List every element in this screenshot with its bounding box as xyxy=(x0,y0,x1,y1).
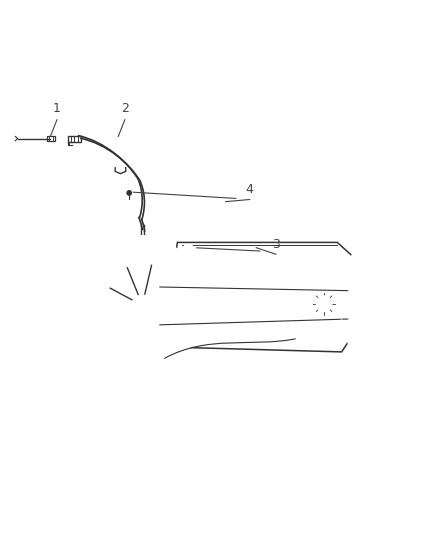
Circle shape xyxy=(338,320,345,327)
Circle shape xyxy=(103,368,114,378)
Ellipse shape xyxy=(83,236,201,376)
Circle shape xyxy=(181,272,190,280)
Circle shape xyxy=(316,296,332,312)
Text: 3: 3 xyxy=(272,238,280,251)
Ellipse shape xyxy=(345,253,364,356)
Circle shape xyxy=(138,242,147,251)
Circle shape xyxy=(149,377,159,388)
Circle shape xyxy=(127,191,131,195)
Ellipse shape xyxy=(348,270,361,340)
Circle shape xyxy=(338,298,345,305)
Circle shape xyxy=(74,327,85,338)
Text: 2: 2 xyxy=(121,102,129,115)
Circle shape xyxy=(180,360,191,371)
Circle shape xyxy=(338,276,345,283)
Circle shape xyxy=(181,332,190,340)
Ellipse shape xyxy=(186,246,191,249)
Circle shape xyxy=(138,361,147,370)
Text: 1: 1 xyxy=(53,102,61,115)
PathPatch shape xyxy=(160,243,359,369)
Circle shape xyxy=(131,295,153,317)
FancyBboxPatch shape xyxy=(68,135,81,142)
Ellipse shape xyxy=(184,245,193,251)
Circle shape xyxy=(95,272,103,280)
Text: 4: 4 xyxy=(246,183,254,197)
Circle shape xyxy=(95,332,103,340)
FancyBboxPatch shape xyxy=(47,136,55,141)
Ellipse shape xyxy=(92,248,193,364)
